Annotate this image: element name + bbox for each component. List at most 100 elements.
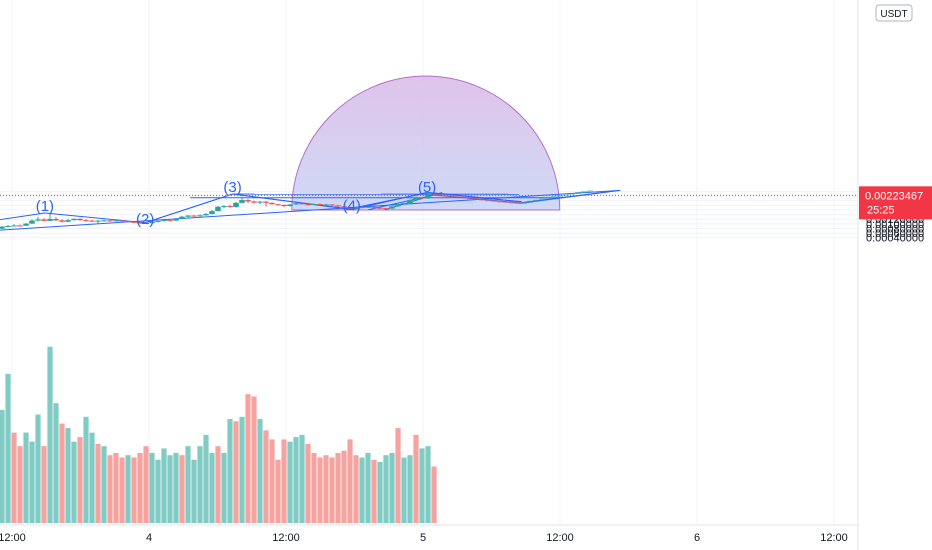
volume-bar bbox=[35, 414, 41, 523]
volume-bar bbox=[401, 457, 407, 523]
time-tick-label: 6 bbox=[694, 532, 700, 544]
candle-body bbox=[29, 220, 35, 224]
volume-bar bbox=[431, 466, 437, 523]
volume-bar bbox=[359, 457, 365, 523]
volume-bar bbox=[245, 394, 251, 523]
projected-candle bbox=[575, 192, 581, 194]
candle-body bbox=[233, 202, 239, 207]
volume-bar bbox=[77, 437, 83, 523]
candle-body bbox=[35, 219, 41, 221]
volume-bar bbox=[155, 459, 161, 523]
candle-body bbox=[215, 206, 221, 212]
volume-bar bbox=[413, 434, 419, 523]
volume-bar bbox=[371, 459, 377, 523]
candle-body bbox=[71, 218, 77, 221]
volume-bar bbox=[143, 446, 149, 523]
candle-body bbox=[179, 216, 185, 220]
projected-candle bbox=[485, 199, 491, 202]
wave-4-leg bbox=[232, 193, 352, 210]
volume-bar bbox=[287, 441, 293, 523]
wave-3-leg bbox=[145, 193, 233, 224]
candle-body bbox=[305, 204, 311, 206]
candle-body bbox=[197, 215, 203, 217]
wave-labels: (1) (2) (3) (4) (5) bbox=[36, 179, 437, 228]
candle-body bbox=[383, 208, 389, 210]
projected-candle bbox=[509, 201, 515, 204]
volume-bars bbox=[0, 346, 437, 523]
candle-body bbox=[203, 213, 209, 216]
candle-body bbox=[191, 215, 197, 217]
wave-label: (4) bbox=[343, 198, 361, 215]
candle-body bbox=[173, 219, 179, 221]
volume-bar bbox=[227, 419, 233, 523]
candle-body bbox=[101, 220, 107, 222]
candle-body bbox=[365, 206, 371, 208]
fib-arc-drawing bbox=[291, 75, 561, 211]
candle-countdown: 25:25 bbox=[867, 204, 895, 216]
projected-candle bbox=[569, 192, 575, 195]
projection-up-b bbox=[521, 190, 615, 204]
projected-candle bbox=[443, 194, 449, 197]
candle-body bbox=[47, 219, 53, 221]
price-tick-label: 0.00060000 bbox=[866, 228, 924, 240]
candle-body bbox=[263, 201, 269, 203]
candle-body bbox=[359, 206, 365, 208]
volume-bar bbox=[383, 455, 389, 523]
candle-body bbox=[353, 206, 359, 209]
candle-body bbox=[131, 221, 137, 223]
candle-body bbox=[329, 204, 335, 206]
volume-bar bbox=[131, 457, 137, 523]
volume-bar bbox=[353, 455, 359, 523]
volume-bar bbox=[425, 446, 431, 523]
volume-bar bbox=[215, 446, 221, 523]
candle-body bbox=[5, 225, 11, 227]
candle-body bbox=[413, 197, 419, 200]
volume-bar bbox=[185, 446, 191, 523]
candle-body bbox=[53, 219, 59, 221]
candle-body bbox=[65, 220, 71, 222]
volume-bar bbox=[347, 439, 353, 523]
time-axis[interactable]: 12:00 4 12:00 5 12:00 6 12:00 bbox=[0, 532, 848, 544]
candle-body bbox=[293, 203, 299, 205]
candle-body bbox=[275, 204, 281, 206]
volume-bar bbox=[23, 432, 29, 523]
currency-badge[interactable]: USDT bbox=[875, 4, 913, 22]
time-tick-label: 5 bbox=[420, 532, 426, 544]
projected-candle bbox=[545, 197, 551, 200]
current-price-badge bbox=[859, 186, 932, 220]
price-tick-label: 0.00100000 bbox=[866, 219, 924, 231]
volume-bar bbox=[5, 373, 11, 523]
candle-body bbox=[77, 218, 83, 221]
candle-body bbox=[251, 201, 257, 203]
volume-bar bbox=[119, 457, 125, 523]
volume-bar bbox=[341, 450, 347, 523]
volume-bar bbox=[161, 448, 167, 523]
rising-trendline bbox=[0, 189, 621, 231]
candle-body bbox=[227, 206, 233, 208]
volume-bar bbox=[407, 455, 413, 523]
currency-badge-label: USDT bbox=[880, 9, 907, 20]
projected-candle bbox=[515, 202, 521, 205]
volume-bar bbox=[233, 421, 239, 523]
volume-bar bbox=[101, 446, 107, 523]
projected-candle bbox=[467, 197, 473, 200]
candle-body bbox=[149, 221, 155, 224]
volume-bar bbox=[335, 452, 341, 523]
candle-body bbox=[11, 225, 17, 227]
candle-body bbox=[17, 225, 23, 227]
projected-candle bbox=[455, 195, 461, 198]
candle-body bbox=[0, 226, 5, 229]
projected-candle bbox=[479, 198, 485, 201]
candle-body bbox=[287, 204, 293, 207]
volume-bar bbox=[83, 416, 89, 523]
volume-bar bbox=[65, 428, 71, 523]
volume-bar bbox=[239, 416, 245, 523]
projected-candle bbox=[551, 196, 557, 199]
candle-body bbox=[83, 220, 89, 222]
volume-bar bbox=[89, 432, 95, 523]
projected-candle bbox=[497, 200, 503, 203]
candle-body bbox=[107, 220, 113, 222]
projected-candle bbox=[581, 191, 587, 193]
